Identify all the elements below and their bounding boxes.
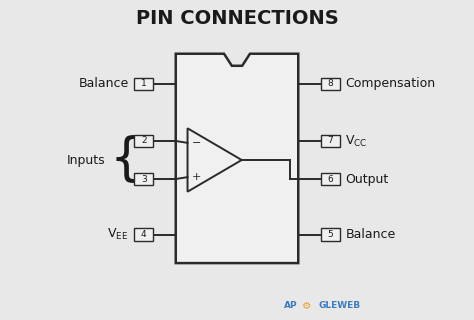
Text: 3: 3 (141, 174, 146, 184)
Bar (321, 135, 340, 147)
Text: +: + (192, 172, 201, 182)
Bar (321, 77, 340, 90)
Text: V$_{\mathregular{EE}}$: V$_{\mathregular{EE}}$ (108, 227, 128, 242)
Bar (134, 77, 153, 90)
Bar (321, 173, 340, 185)
Bar (134, 135, 153, 147)
Text: AP: AP (284, 301, 298, 310)
Text: Balance: Balance (78, 77, 128, 90)
Text: 2: 2 (141, 136, 146, 146)
Text: 7: 7 (328, 136, 333, 146)
Polygon shape (176, 54, 298, 263)
Text: V$_{\mathregular{CC}}$: V$_{\mathregular{CC}}$ (346, 133, 368, 148)
Text: GLEWEB: GLEWEB (319, 301, 361, 310)
Text: Output: Output (346, 172, 389, 186)
Text: 4: 4 (141, 230, 146, 239)
Text: 6: 6 (328, 174, 333, 184)
Text: Compensation: Compensation (346, 77, 436, 90)
Text: Inputs: Inputs (66, 154, 105, 166)
Text: PIN CONNECTIONS: PIN CONNECTIONS (136, 9, 338, 28)
Text: Balance: Balance (346, 228, 396, 241)
Bar (321, 228, 340, 241)
Bar (134, 228, 153, 241)
Text: ⚙: ⚙ (302, 301, 311, 311)
Text: 5: 5 (328, 230, 333, 239)
Text: {: { (110, 135, 143, 185)
Text: 1: 1 (141, 79, 146, 88)
Bar (134, 173, 153, 185)
Polygon shape (188, 128, 242, 192)
Text: 8: 8 (328, 79, 333, 88)
Text: −: − (192, 138, 201, 148)
